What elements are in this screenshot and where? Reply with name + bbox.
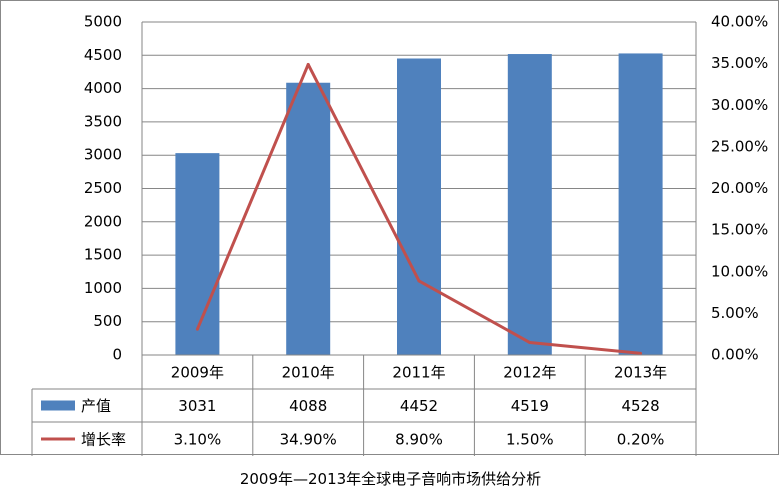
legend-label: 产值	[81, 397, 111, 415]
combo-chart: 0 500 1000 1500 2000 2500 3000 3500 4000 4500 5000…	[31, 13, 768, 456]
data-label: 4088	[289, 397, 327, 415]
y-right-tick-label: 30.00%	[711, 96, 768, 114]
y-right-tick-label: 40.00%	[711, 13, 768, 31]
data-label: 34.90%	[280, 431, 337, 449]
data-label: 4528	[622, 397, 660, 415]
y-left-tick-label: 4500	[84, 46, 122, 64]
y-left-tick-label: 5000	[84, 13, 122, 31]
x-tick-label: 2011年	[392, 364, 445, 382]
bar	[507, 54, 552, 355]
y-right-tick-label: 5.00%	[711, 304, 759, 322]
bar	[175, 153, 220, 355]
y-left-tick-label: 3000	[84, 146, 122, 164]
line-point	[306, 62, 310, 66]
y-right-tick-label: 25.00%	[711, 137, 768, 155]
data-label: 3031	[178, 397, 216, 415]
y-right-tick-label: 0.00%	[711, 346, 759, 364]
data-label: 4519	[511, 397, 549, 415]
chart-caption: 2009年—2013年全球电子音响市场供给分析	[239, 470, 542, 488]
line-point	[528, 341, 532, 345]
data-label: 3.10%	[174, 431, 222, 449]
line-point	[195, 327, 199, 331]
y-left-tick-label: 2500	[84, 179, 122, 197]
bar	[618, 53, 663, 355]
y-left-tick-label: 3500	[84, 112, 122, 130]
y-right-tick-label: 15.00%	[711, 221, 768, 239]
x-tick-label: 2012年	[503, 364, 556, 382]
y-right-tick-label: 20.00%	[711, 179, 768, 197]
line-point	[417, 279, 421, 283]
chart-frame: 0 500 1000 1500 2000 2500 3000 3500 4000 4500 5000…	[0, 0, 779, 456]
y-left-tick-label: 4000	[84, 79, 122, 97]
x-tick-label: 2009年	[171, 364, 224, 382]
y-left-tick-label: 0	[112, 346, 122, 364]
legend-label: 增长率	[81, 431, 126, 449]
bar	[397, 58, 441, 356]
x-tick-label: 2013年	[614, 364, 667, 382]
data-label: 0.20%	[617, 431, 665, 449]
legend-swatch-bar	[41, 400, 75, 411]
y-left-tick-label: 1500	[84, 246, 122, 264]
y-right-tick-label: 35.00%	[711, 54, 768, 72]
x-tick-label: 2010年	[282, 364, 335, 382]
y-right-tick-label: 10.00%	[711, 262, 768, 280]
data-label: 8.90%	[395, 431, 443, 449]
data-label: 4452	[400, 397, 438, 415]
y-left-tick-label: 500	[93, 312, 122, 330]
y-left-tick-label: 1000	[84, 279, 122, 297]
bar	[286, 82, 331, 355]
line-point	[639, 351, 643, 355]
y-left-tick-label: 2000	[84, 212, 122, 230]
data-label: 1.50%	[506, 431, 554, 449]
